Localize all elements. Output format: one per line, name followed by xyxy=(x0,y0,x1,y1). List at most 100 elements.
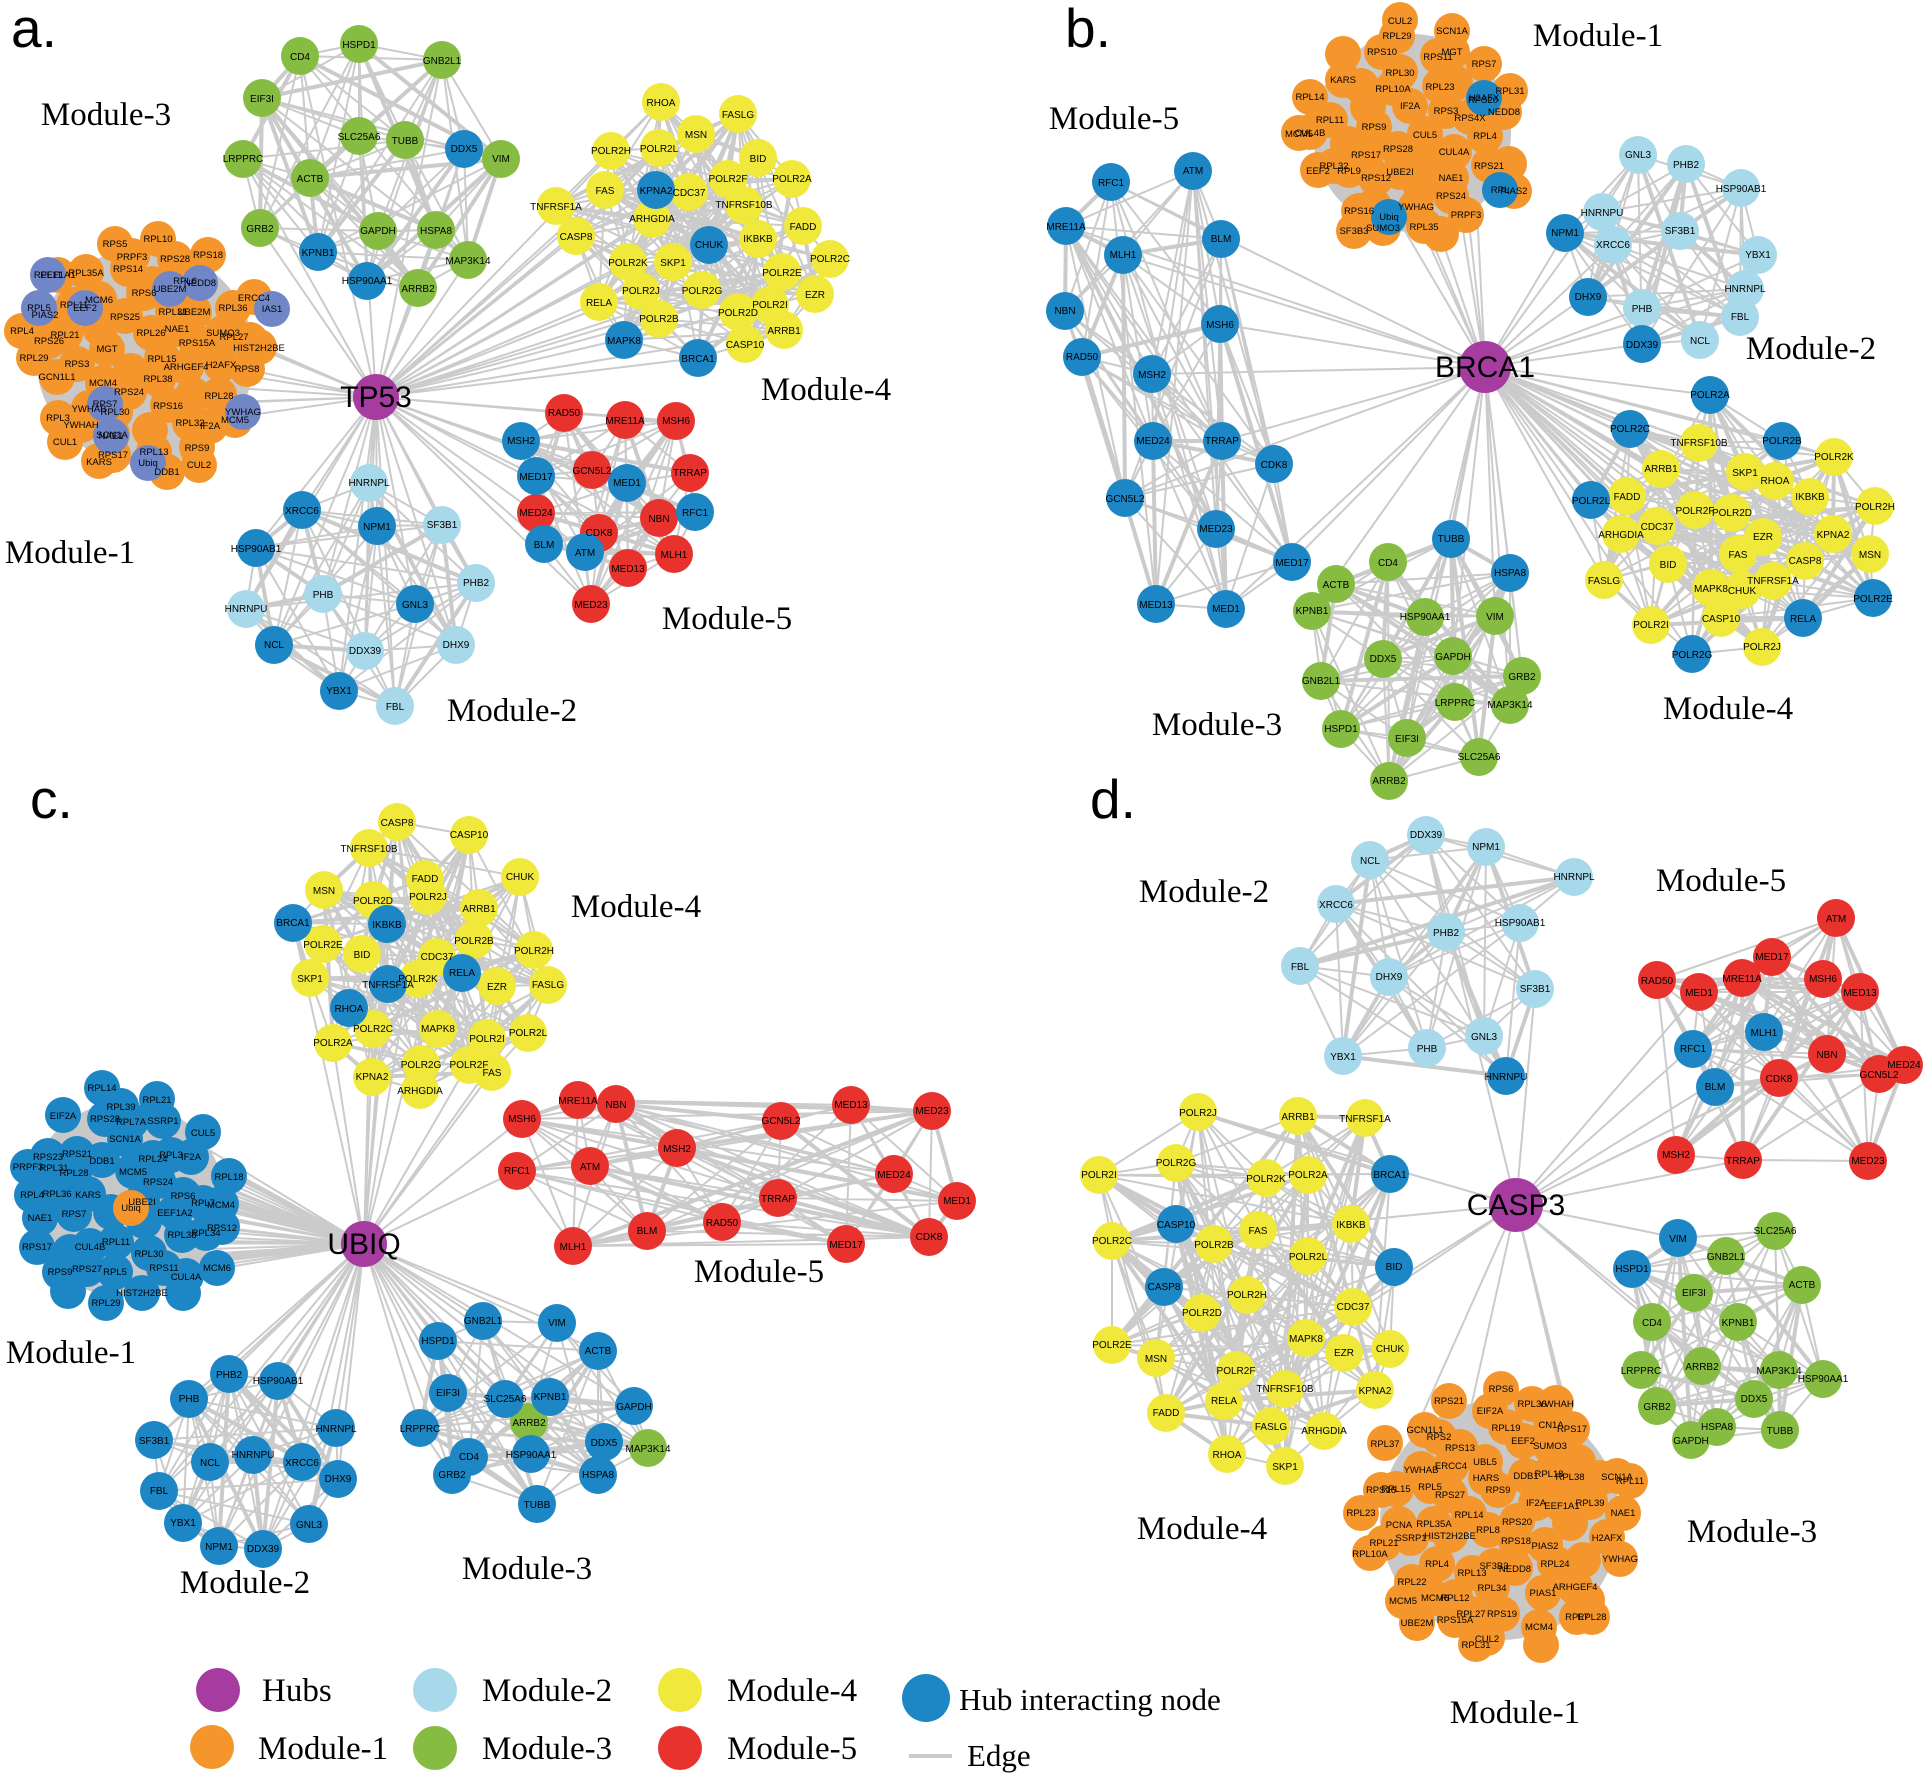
svg-text:UBE2M: UBE2M xyxy=(154,284,187,295)
svg-text:Module-2: Module-2 xyxy=(482,1673,612,1709)
svg-text:SSRP1: SSRP1 xyxy=(147,1116,178,1127)
svg-text:CASP10: CASP10 xyxy=(1702,614,1741,625)
svg-text:ERCC4: ERCC4 xyxy=(1435,1461,1467,1472)
svg-text:POLR2A: POLR2A xyxy=(313,1038,353,1049)
svg-text:SKP1: SKP1 xyxy=(1732,468,1758,479)
svg-text:Module-1: Module-1 xyxy=(6,1335,136,1371)
svg-text:CDK8: CDK8 xyxy=(586,528,613,539)
svg-text:POLR2H: POLR2H xyxy=(1227,1290,1267,1301)
svg-text:RPS11: RPS11 xyxy=(1423,52,1452,63)
svg-text:RPS18: RPS18 xyxy=(193,250,223,261)
svg-text:RPS28: RPS28 xyxy=(90,1114,120,1125)
svg-text:MAP3K14: MAP3K14 xyxy=(625,1444,670,1455)
svg-text:UBE2I: UBE2I xyxy=(1386,167,1413,178)
svg-text:NCL: NCL xyxy=(200,1458,220,1469)
svg-text:Module-3: Module-3 xyxy=(1687,1514,1817,1550)
svg-text:SCN1A: SCN1A xyxy=(1601,1472,1633,1483)
svg-text:POLR2E: POLR2E xyxy=(1853,594,1893,605)
svg-text:HSP90AB1: HSP90AB1 xyxy=(253,1376,304,1387)
svg-text:RPL11: RPL11 xyxy=(102,1237,130,1248)
svg-text:CUL4A: CUL4A xyxy=(1439,147,1470,158)
svg-text:RPL26: RPL26 xyxy=(136,328,165,339)
svg-text:PIAS2: PIAS2 xyxy=(1501,186,1528,197)
svg-text:MSN: MSN xyxy=(1145,1354,1167,1365)
svg-text:KPNA2: KPNA2 xyxy=(356,1072,389,1083)
svg-text:POLR2K: POLR2K xyxy=(608,258,648,269)
svg-text:MGT: MGT xyxy=(96,344,117,355)
svg-text:CHUK: CHUK xyxy=(1376,1344,1405,1355)
svg-text:H2AFX: H2AFX xyxy=(206,360,237,371)
svg-text:BID: BID xyxy=(1660,560,1677,571)
svg-text:CDC37: CDC37 xyxy=(1337,1302,1370,1313)
svg-text:PHB2: PHB2 xyxy=(463,578,490,589)
svg-text:VIM: VIM xyxy=(1486,612,1504,623)
svg-text:H2AFX: H2AFX xyxy=(1592,1533,1623,1544)
svg-text:d.: d. xyxy=(1090,768,1136,830)
svg-text:RPS7: RPS7 xyxy=(1472,59,1497,70)
svg-text:CASP3: CASP3 xyxy=(1467,1189,1565,1222)
svg-text:MAPK8: MAPK8 xyxy=(1289,1334,1323,1345)
svg-text:MED13: MED13 xyxy=(1139,600,1173,611)
svg-text:POLR2B: POLR2B xyxy=(1194,1240,1234,1251)
svg-text:GCN5L2: GCN5L2 xyxy=(1860,1070,1899,1081)
svg-text:RPS21: RPS21 xyxy=(1474,161,1504,172)
svg-text:NAE1: NAE1 xyxy=(99,431,124,442)
svg-text:MED1: MED1 xyxy=(613,478,641,489)
svg-text:MSN: MSN xyxy=(1859,550,1881,561)
svg-text:RAD50: RAD50 xyxy=(548,408,581,419)
svg-text:CUL4A: CUL4A xyxy=(171,1272,202,1283)
svg-text:POLR2J: POLR2J xyxy=(1179,1108,1217,1119)
svg-text:RAD50: RAD50 xyxy=(1641,976,1674,987)
svg-text:ARRB1: ARRB1 xyxy=(767,326,801,337)
svg-text:MED17: MED17 xyxy=(1275,558,1309,569)
svg-text:DDX39: DDX39 xyxy=(1626,340,1659,351)
svg-text:Module-3: Module-3 xyxy=(482,1731,612,1767)
svg-text:CHUK: CHUK xyxy=(1728,586,1757,597)
svg-text:DDX39: DDX39 xyxy=(247,1544,280,1555)
svg-text:HSPA8: HSPA8 xyxy=(420,226,452,237)
svg-text:SLC25A6: SLC25A6 xyxy=(1458,752,1501,763)
svg-text:MAPK8: MAPK8 xyxy=(607,336,641,347)
svg-text:YBX1: YBX1 xyxy=(326,686,352,697)
svg-text:SKP1: SKP1 xyxy=(1272,1462,1298,1473)
svg-text:SKP1: SKP1 xyxy=(297,974,323,985)
svg-text:MSN: MSN xyxy=(685,130,707,141)
svg-text:BRCA1: BRCA1 xyxy=(1373,1170,1407,1181)
svg-text:RPL21: RPL21 xyxy=(50,330,79,341)
svg-text:CD4: CD4 xyxy=(1378,558,1398,569)
svg-text:MRE11A: MRE11A xyxy=(1046,222,1086,233)
svg-text:YBX1: YBX1 xyxy=(1745,250,1771,261)
svg-text:Edge: Edge xyxy=(967,1738,1031,1773)
svg-text:RPS6: RPS6 xyxy=(1489,1384,1514,1395)
svg-text:POLR2L: POLR2L xyxy=(1289,1252,1328,1263)
svg-text:RPL32: RPL32 xyxy=(175,418,204,429)
svg-text:CUL1: CUL1 xyxy=(53,437,77,448)
svg-text:CUL4B: CUL4B xyxy=(1295,128,1326,139)
svg-text:PHB: PHB xyxy=(1417,1044,1438,1055)
svg-text:TUBB: TUBB xyxy=(524,1500,551,1511)
svg-text:SF3B1: SF3B1 xyxy=(1665,226,1696,237)
svg-text:RPL13: RPL13 xyxy=(1457,1568,1486,1579)
svg-text:MSH6: MSH6 xyxy=(1809,974,1837,985)
svg-text:RFC1: RFC1 xyxy=(504,1166,531,1177)
svg-text:ARHGDIA: ARHGDIA xyxy=(1301,1426,1347,1437)
svg-text:EEF1A2: EEF1A2 xyxy=(157,1208,192,1219)
svg-text:ARRB1: ARRB1 xyxy=(1281,1112,1315,1123)
svg-text:POLR2L: POLR2L xyxy=(1572,496,1611,507)
svg-text:EZR: EZR xyxy=(1753,532,1773,543)
svg-text:TNFRSF1A: TNFRSF1A xyxy=(362,980,414,991)
svg-text:RPS27: RPS27 xyxy=(1435,1490,1465,1501)
svg-text:RPL31: RPL31 xyxy=(39,1163,68,1174)
svg-text:MCM6: MCM6 xyxy=(85,295,113,306)
svg-text:MED13: MED13 xyxy=(834,1100,868,1111)
svg-text:RPL30: RPL30 xyxy=(134,1249,163,1260)
svg-text:MED1: MED1 xyxy=(1685,988,1713,999)
svg-text:RPS20: RPS20 xyxy=(1468,95,1498,106)
svg-text:UBE2M: UBE2M xyxy=(178,307,211,318)
svg-text:POLR2L: POLR2L xyxy=(509,1028,548,1039)
svg-text:DHX9: DHX9 xyxy=(325,1474,352,1485)
svg-text:VIM: VIM xyxy=(548,1318,566,1329)
svg-text:POLR2B: POLR2B xyxy=(454,936,494,947)
svg-text:MSH6: MSH6 xyxy=(508,1114,536,1125)
svg-text:RPL7: RPL7 xyxy=(191,1198,215,1209)
